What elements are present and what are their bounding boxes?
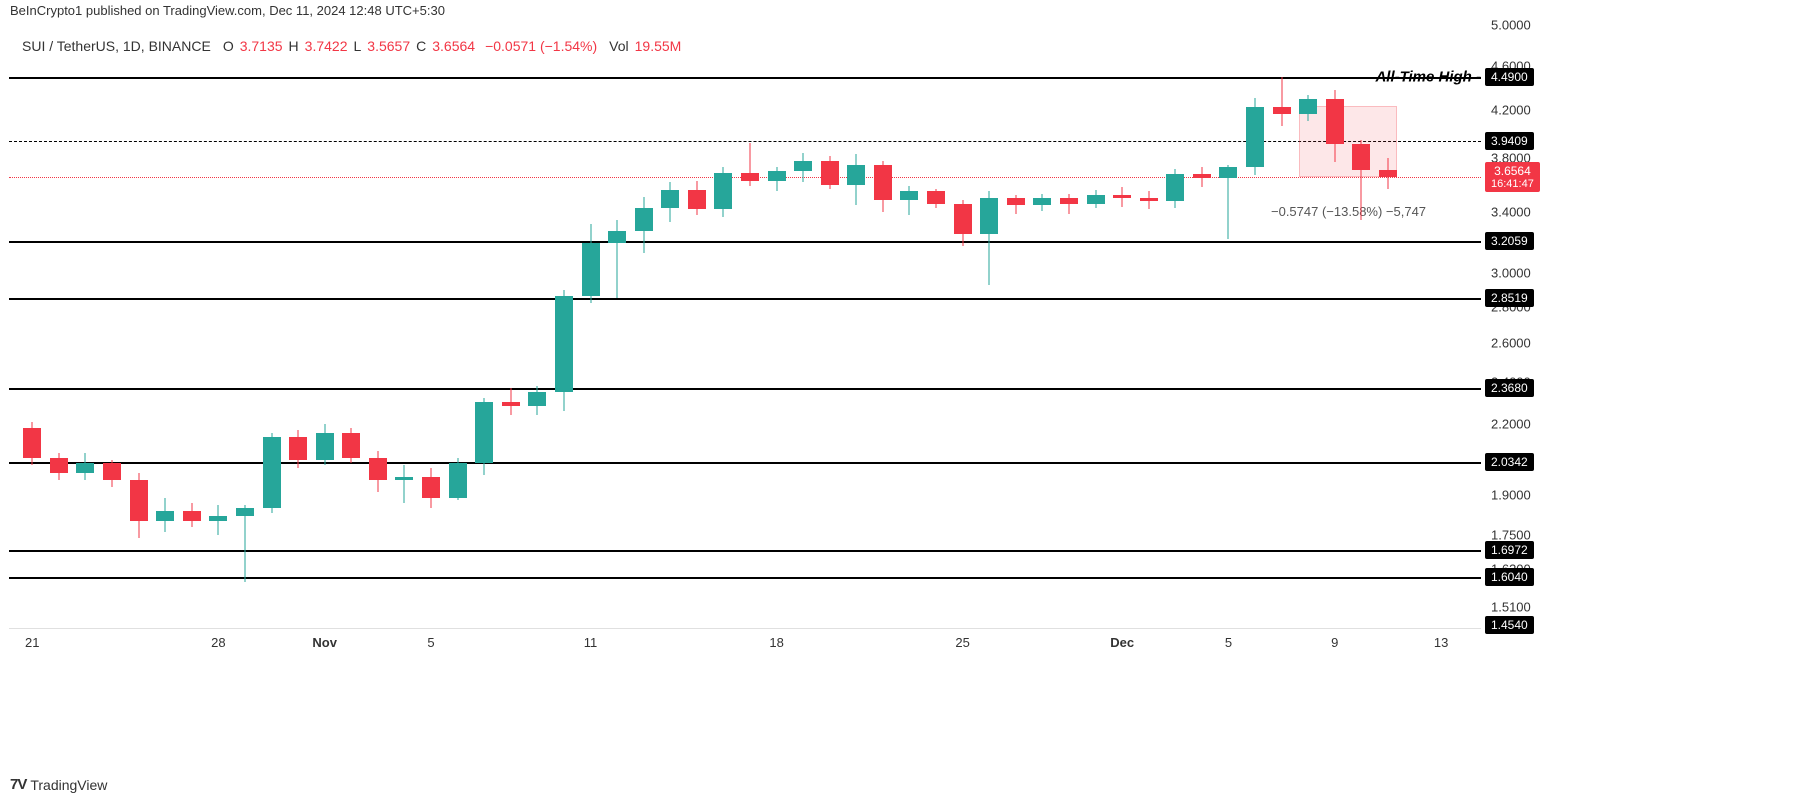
x-tick-label: 18 [769,635,783,650]
measure-range-text: −0.5747 (−13.58%) −5,747 [1271,204,1426,219]
horizontal-level-line [9,462,1481,464]
y-level-label: 2.3680 [1485,379,1534,397]
x-axis: 21 28 Nov 5 11 18 25 Dec 5 9 13 [9,628,1481,654]
y-tick-label: 1.5100 [1491,599,1531,614]
x-tick-label: 9 [1331,635,1338,650]
publish-header: BeInCrypto1 published on TradingView.com… [0,0,1804,22]
y-tick-label: 5.0000 [1491,18,1531,33]
x-tick-label: 28 [211,635,225,650]
x-tick-label: Nov [312,635,337,650]
y-level-label: 1.4540 [1485,616,1534,634]
price-chart[interactable]: All-Time High - −0.5747 (−13.58%) −5,747 [9,25,1481,625]
publish-text: BeInCrypto1 published on TradingView.com… [10,3,445,18]
horizontal-level-line [9,577,1481,579]
y-tick-label: 3.4000 [1491,205,1531,220]
y-level-label: 2.0342 [1485,453,1534,471]
horizontal-level-line [9,298,1481,300]
tradingview-logo-icon: 7⁠V [10,776,26,793]
y-axis: 5.00004.60004.20003.80003.40003.00002.80… [1481,25,1551,625]
horizontal-level-line [9,550,1481,552]
y-tick-label: 3.0000 [1491,266,1531,281]
y-tick-label: 2.6000 [1491,335,1531,350]
x-tick-label: 11 [584,635,598,650]
all-time-high-label: All-Time High - [1375,69,1481,86]
y-level-label: 1.6040 [1485,568,1534,586]
y-tick-label: 4.2000 [1491,102,1531,117]
horizontal-level-line [9,388,1481,390]
y-tick-label: 2.2000 [1491,416,1531,431]
x-tick-label: Dec [1110,635,1134,650]
y-level-label: 4.4900 [1485,68,1534,86]
y-level-label: 3.2059 [1485,232,1534,250]
x-tick-label: 21 [25,635,39,650]
x-tick-label: 5 [427,635,434,650]
y-tick-label: 1.9000 [1491,488,1531,503]
x-tick-label: 5 [1225,635,1232,650]
y-level-label: 2.8519 [1485,289,1534,307]
tradingview-text: TradingView [30,777,107,793]
y-level-label: 3.9409 [1485,132,1534,150]
horizontal-level-line [9,77,1481,79]
measure-range-box [1299,106,1397,177]
current-price-label: 3.656416:41:47 [1485,162,1540,192]
horizontal-level-line [9,241,1481,243]
y-level-label: 1.6972 [1485,541,1534,559]
tradingview-footer: 7⁠V TradingView [10,776,107,793]
x-tick-label: 13 [1434,635,1448,650]
x-tick-label: 25 [955,635,969,650]
